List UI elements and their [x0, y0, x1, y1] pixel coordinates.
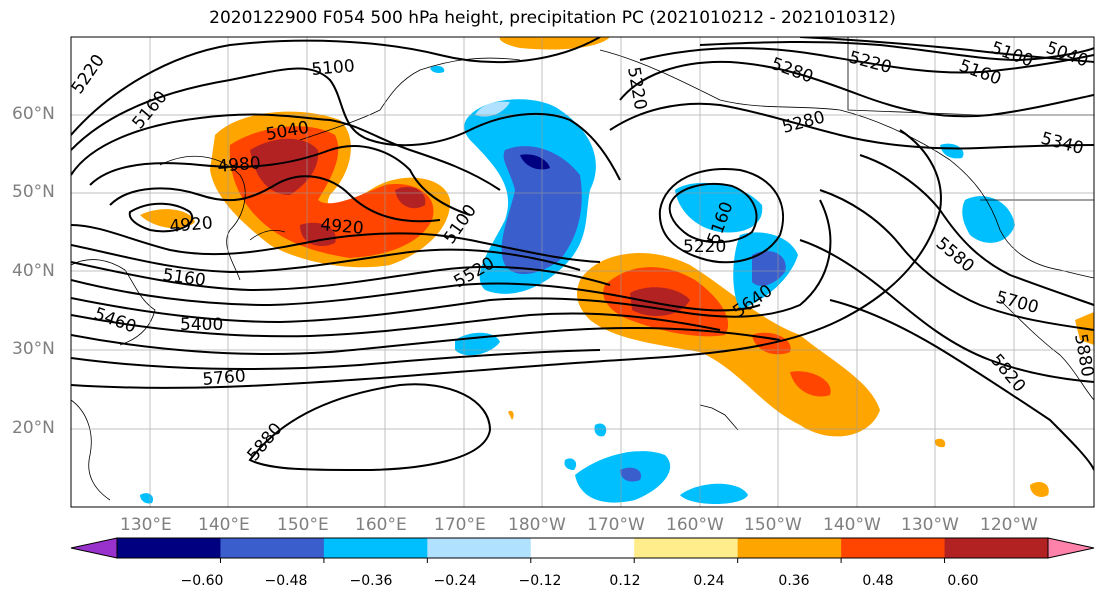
colorbar-segment [427, 538, 532, 558]
contour-label: 5400 [180, 315, 223, 335]
colorbar-tick-label: −0.12 [518, 573, 562, 589]
lon-label: 180°W [508, 515, 566, 535]
contour-label: 5760 [202, 366, 247, 390]
contour-label: 4980 [217, 153, 262, 177]
colorbar-tick-label: 0.12 [609, 573, 641, 589]
lon-label: 150°E [277, 515, 329, 535]
colorbar-segment [220, 538, 325, 558]
colorbar-tick-label: 0.24 [693, 573, 725, 589]
colorbar-segment [530, 538, 635, 558]
height-contours [71, 37, 1094, 472]
lon-label: 150°W [744, 515, 802, 535]
contour-label: 5880 [1070, 332, 1097, 378]
lon-label: 170°W [587, 515, 645, 535]
lon-label: 160°E [355, 515, 407, 535]
colorbar-segment [737, 538, 842, 558]
map-panel: 5220 5160 5100 5040 4980 4920 4920 5160 … [70, 36, 1097, 508]
colorbar-tick-label: −0.60 [180, 573, 224, 589]
lat-label: 30°N [12, 339, 55, 359]
lon-label: 130°W [901, 515, 959, 535]
colorbar-segment [117, 538, 221, 558]
contour-label: 4920 [169, 213, 214, 237]
colorbar-extend-high [1048, 538, 1094, 558]
colorbar-segment [944, 538, 1049, 558]
colorbar [70, 537, 1095, 563]
lon-label: 140°E [198, 515, 250, 535]
contour-label: 5100 [311, 56, 356, 80]
colorbar-tick-label: 0.36 [778, 573, 810, 589]
contour-label: 4920 [320, 215, 365, 239]
colorbar-segment [634, 538, 739, 558]
colorbar-tick-label: 0.48 [862, 573, 894, 589]
colorbar-tick-label: −0.36 [349, 573, 393, 589]
colorbar-tick-label: −0.48 [264, 573, 308, 589]
lat-label: 20°N [12, 418, 55, 438]
colorbar-extend-low [71, 538, 117, 558]
lon-label: 140°W [823, 515, 881, 535]
contour-label: 5220 [683, 237, 726, 257]
lon-label: 120°W [980, 515, 1038, 535]
lat-label: 40°N [12, 261, 55, 281]
colorbar-segment [841, 538, 946, 558]
map-title: 2020122900 F054 500 hPa height, precipit… [209, 8, 896, 28]
colorbar-segment [323, 538, 428, 558]
lon-label: 130°E [120, 515, 172, 535]
map-frame [70, 36, 1095, 508]
colorbar-tick-label: 0.60 [947, 573, 979, 589]
colorbar-tick-label: −0.24 [433, 573, 477, 589]
lon-label: 170°E [434, 515, 486, 535]
lon-label: 160°W [666, 515, 724, 535]
coastlines [71, 37, 1094, 501]
lat-label: 50°N [12, 182, 55, 202]
gridlines [71, 37, 1094, 507]
lat-label: 60°N [12, 104, 55, 124]
